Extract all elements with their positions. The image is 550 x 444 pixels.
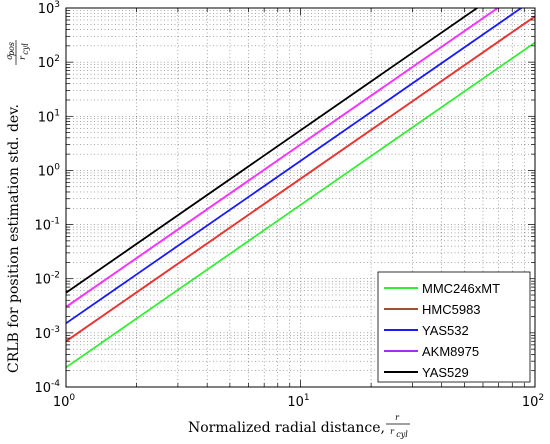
x-frac-den: r: [390, 427, 395, 436]
y-tick-label: 10-2: [34, 271, 60, 288]
y-tick-label: 10-3: [34, 325, 60, 342]
legend-label: AKM8975: [422, 344, 479, 359]
legend-label: YAS529: [422, 365, 469, 380]
y-tick-labels: 10-4 10-3 10-2 10-1 100 101 102 103: [34, 0, 60, 396]
y-frac-num: σ: [5, 54, 14, 60]
y-tick-label: 102: [38, 54, 60, 71]
minor-ticks: [66, 8, 535, 387]
series-line-5: [66, 8, 479, 294]
y-tick-label: 10-1: [34, 217, 60, 234]
x-tick-label: 101: [287, 393, 309, 410]
y-axis-title: CRLB for position estimation std. dev. σ…: [5, 40, 30, 373]
y-tick-label: 103: [38, 0, 60, 17]
x-frac-den-sub: cyl: [396, 430, 408, 439]
grid: [66, 8, 535, 387]
x-frac-num: r: [395, 413, 400, 422]
x-axis-label: Normalized radial distance,: [188, 420, 385, 436]
x-tick-labels: 100 101 102: [53, 393, 544, 410]
legend-label: HMC5983: [422, 302, 481, 317]
series-layer: [66, 8, 535, 369]
y-tick-label: 101: [38, 108, 60, 125]
y-axis-label: CRLB for position estimation std. dev.: [6, 104, 22, 373]
legend: MMC246xMT HMC5983 YAS532 AKM8975 YAS529: [377, 271, 531, 383]
series-line-3: [66, 8, 523, 325]
legend-label: MMC246xMT: [422, 281, 500, 296]
y-tick-label: 100: [38, 162, 61, 179]
overlay-line-2: [66, 8, 500, 308]
y-tick-label: 10-4: [34, 379, 60, 396]
series-line-1: [66, 41, 535, 369]
overlay-line-1: [66, 15, 535, 342]
x-tick-label: 102: [522, 393, 544, 410]
legend-label: YAS532: [422, 323, 469, 338]
y-frac-num-sub: pos: [7, 42, 16, 56]
legend-box: [377, 271, 531, 383]
x-axis-title: Normalized radial distance, r r cyl: [188, 413, 410, 439]
y-frac-den: r: [18, 55, 27, 60]
x-tick-label: 100: [53, 393, 76, 410]
y-frac-den-sub: cyl: [21, 43, 30, 55]
